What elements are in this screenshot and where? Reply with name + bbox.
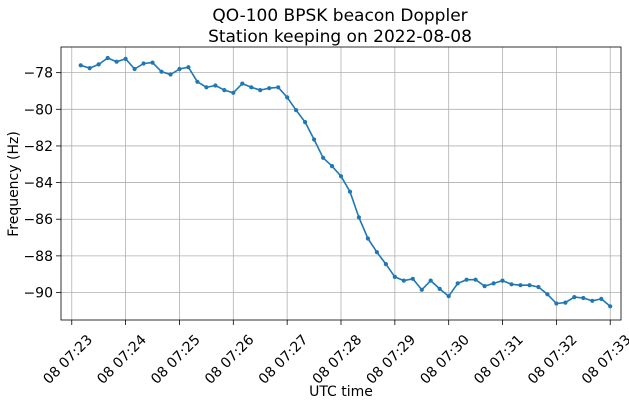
data-point [599,296,604,301]
data-point [419,287,424,292]
data-point [141,61,146,66]
plot-series [78,55,613,309]
data-point [500,278,505,283]
data-point [383,262,388,267]
data-point [401,278,406,283]
data-point [123,56,128,62]
data-point [581,295,586,301]
chart-title-line-1: QO-100 BPSK beacon Doppler [212,6,467,26]
data-point [437,286,442,291]
data-point [285,95,290,100]
y-tick-label: −84 [23,176,53,192]
data-point [527,283,532,288]
data-point [249,85,254,90]
y-tick-label: −82 [23,139,53,155]
data-point [186,65,191,70]
data-point [446,294,451,299]
y-tick-label: −90 [23,286,53,302]
data-point [590,298,595,303]
data-point [258,88,263,93]
data-point [392,274,397,279]
y-axis-ticks: −78 −80 −82 −84 −86 −88 −90 [23,66,61,302]
data-point [177,66,182,72]
data-point [356,215,361,220]
data-point [365,236,370,241]
y-tick-label: −78 [23,66,53,82]
y-axis-label: Frequency (Hz) [6,131,22,237]
data-point [329,164,335,169]
data-point [150,60,155,65]
data-point [240,81,245,86]
data-point [536,284,541,290]
y-tick-label: −88 [23,249,53,265]
grid [61,47,621,320]
data-point [231,90,236,95]
data-point [276,85,281,90]
data-point [608,304,613,309]
data-point [105,55,110,61]
data-point [464,277,469,282]
data-point [545,292,550,297]
data-point [159,69,164,74]
data-point [473,277,478,282]
data-point [321,155,326,160]
data-point [87,66,92,71]
data-point [347,189,353,194]
data-point [428,278,433,283]
data-point [114,59,119,64]
data-point [572,295,577,300]
data-point [267,86,272,91]
data-point [312,137,317,142]
data-point [78,63,83,68]
data-point [410,276,415,281]
data-point [338,174,344,179]
data-point [222,88,227,93]
data-point [195,79,200,84]
data-point [518,283,523,288]
y-tick-label: −86 [23,212,53,228]
x-axis-label: UTC time [309,384,373,400]
data-point [294,108,299,113]
y-tick-label: −80 [23,102,53,118]
data-point [132,66,137,72]
chart-title-line-2: Station keeping on 2022-08-08 [208,27,472,47]
data-point [491,281,496,286]
data-point [455,281,460,286]
plot-frame [60,46,622,321]
data-point [204,85,209,90]
data-point [374,250,379,255]
data-point [96,62,101,67]
data-point [168,72,173,77]
data-point [509,282,514,287]
data-point [213,83,218,88]
data-point [563,300,568,305]
data-point [482,284,487,289]
data-point [554,301,559,306]
data-point [303,120,308,125]
